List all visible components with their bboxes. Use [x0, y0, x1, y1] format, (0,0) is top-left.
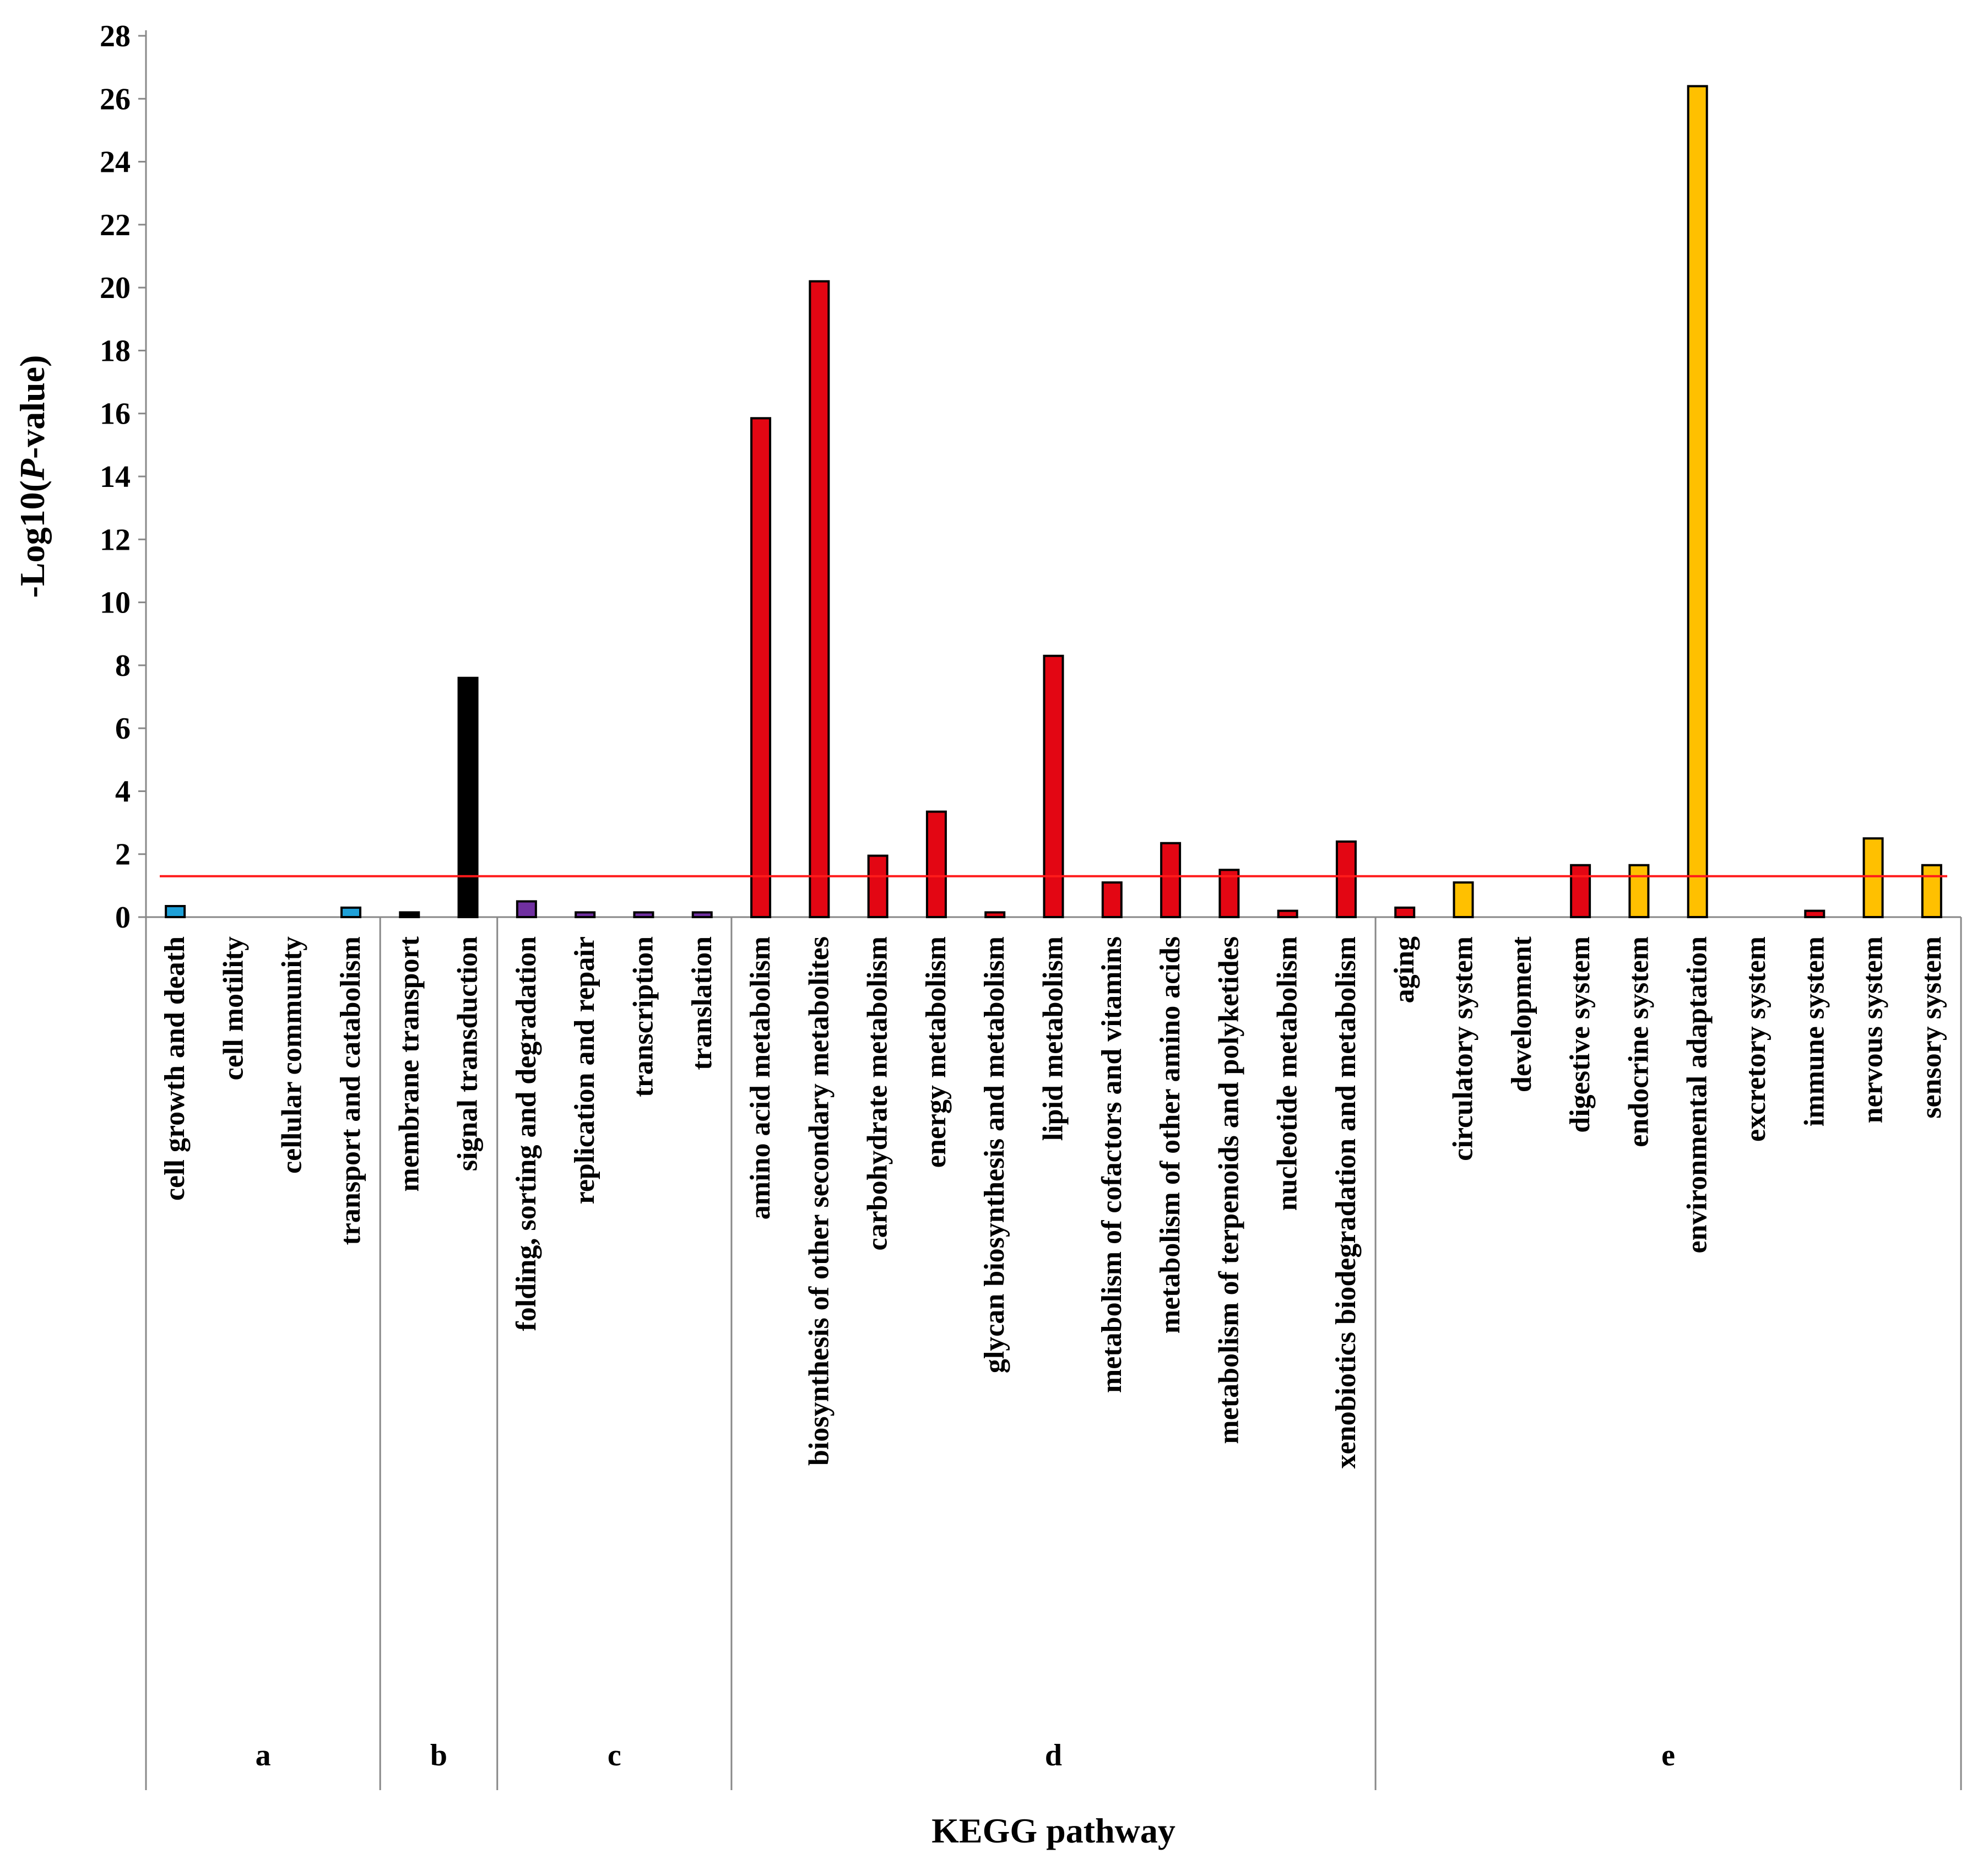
group-label: c [608, 1738, 621, 1773]
category-label: environmental adaptation [1682, 936, 1713, 1254]
group-boxes: a b c d e [145, 917, 1962, 1790]
category-label: digestive system [1564, 936, 1596, 1133]
category-label: metabolism of terpenoids and polyketides [1213, 936, 1244, 1444]
bar [867, 854, 889, 918]
category-label: biosynthesis of other secondary metaboli… [803, 936, 835, 1466]
bar [633, 911, 654, 919]
category-label: carbohydrate metabolism [862, 936, 893, 1250]
bar [1277, 909, 1298, 918]
y-tick-label: 14 [100, 460, 131, 494]
category-label: endocrine system [1623, 936, 1654, 1147]
category-label: folding, sorting and degradation [511, 936, 542, 1331]
bar [984, 911, 1006, 919]
y-tick-label: 24 [100, 145, 131, 180]
y-tick-label: 12 [100, 523, 131, 557]
category-label: lipid metabolism [1038, 936, 1069, 1141]
y-tick-label: 2 [115, 838, 131, 872]
y-tick-label: 6 [115, 712, 131, 746]
group-label: e [1661, 1738, 1675, 1773]
bar [399, 911, 420, 919]
y-tick-label: 26 [100, 82, 131, 116]
bar [516, 900, 537, 919]
bar [340, 906, 362, 919]
category-label: metabolism of cofactors and vitamins [1096, 936, 1128, 1393]
bar [1335, 840, 1357, 919]
bar [575, 911, 596, 919]
bar [1862, 837, 1884, 918]
category-label: nucleotide metabolism [1272, 936, 1303, 1211]
category-label: transcription [627, 936, 659, 1097]
bar [1628, 864, 1650, 918]
y-axis-title: -Log10(P-value) [13, 355, 52, 598]
category-label: membrane transport [393, 936, 425, 1191]
category-label: development [1506, 936, 1537, 1092]
bar [1394, 906, 1416, 919]
category-label: xenobiotics biodegradation and metabolis… [1330, 936, 1362, 1468]
category-label: transport and catabolism [335, 936, 366, 1245]
category-label: cellular community [277, 936, 308, 1174]
category-label: excretory system [1740, 936, 1772, 1142]
bar [1570, 864, 1591, 918]
category-label: energy metabolism [920, 936, 952, 1168]
category-label: circulatory system [1448, 936, 1479, 1161]
category-label: glycan biosynthesis and metabolism [979, 936, 1010, 1373]
bar [1453, 881, 1474, 918]
category-label: cell growth and death [159, 936, 191, 1201]
y-axis-title-suffix: -value) [13, 355, 52, 459]
bar [1101, 881, 1123, 918]
category-label: aging [1389, 936, 1420, 1003]
bar [165, 905, 186, 918]
y-tick-label: 16 [100, 397, 131, 431]
category-label: translation [686, 936, 718, 1070]
y-axis-title-italic: P [13, 458, 52, 481]
category-labels: cell growth and death cell motility cellul… [159, 936, 1947, 1468]
category-label: immune system [1799, 936, 1830, 1126]
y-tick-label: 4 [115, 774, 131, 809]
y-tick-label: 0 [115, 901, 131, 935]
bar [750, 417, 772, 918]
group-label: a [256, 1738, 271, 1773]
bar [1804, 909, 1826, 918]
group-label: d [1045, 1738, 1062, 1773]
bar [457, 676, 479, 918]
group-label: b [430, 1738, 447, 1773]
y-tick-label: 8 [115, 649, 131, 683]
category-label: replication and repair [569, 936, 600, 1204]
bar [1218, 869, 1240, 919]
y-tick-label: 22 [100, 208, 131, 242]
bar [1921, 864, 1942, 918]
y-tick-label: 28 [100, 19, 131, 53]
bar [925, 810, 947, 918]
category-label: metabolism of other amino acids [1155, 936, 1186, 1334]
y-tick-label: 18 [100, 334, 131, 368]
y-tick-label: 20 [100, 271, 131, 305]
category-label: cell motility [218, 936, 249, 1080]
y-axis-title-prefix: -Log10( [13, 480, 52, 598]
x-axis-title: KEGG pathway [931, 1811, 1176, 1850]
bar [809, 280, 830, 919]
bar [1160, 842, 1182, 918]
bars [165, 85, 1942, 919]
bar [691, 911, 713, 919]
category-label: amino acid metabolism [745, 936, 776, 1219]
bar [1687, 85, 1708, 918]
category-label: nervous system [1857, 936, 1889, 1123]
category-label: signal transduction [452, 936, 484, 1171]
bar [1043, 654, 1064, 918]
y-tick-label: 10 [100, 586, 131, 620]
category-label: sensory system [1916, 936, 1947, 1119]
